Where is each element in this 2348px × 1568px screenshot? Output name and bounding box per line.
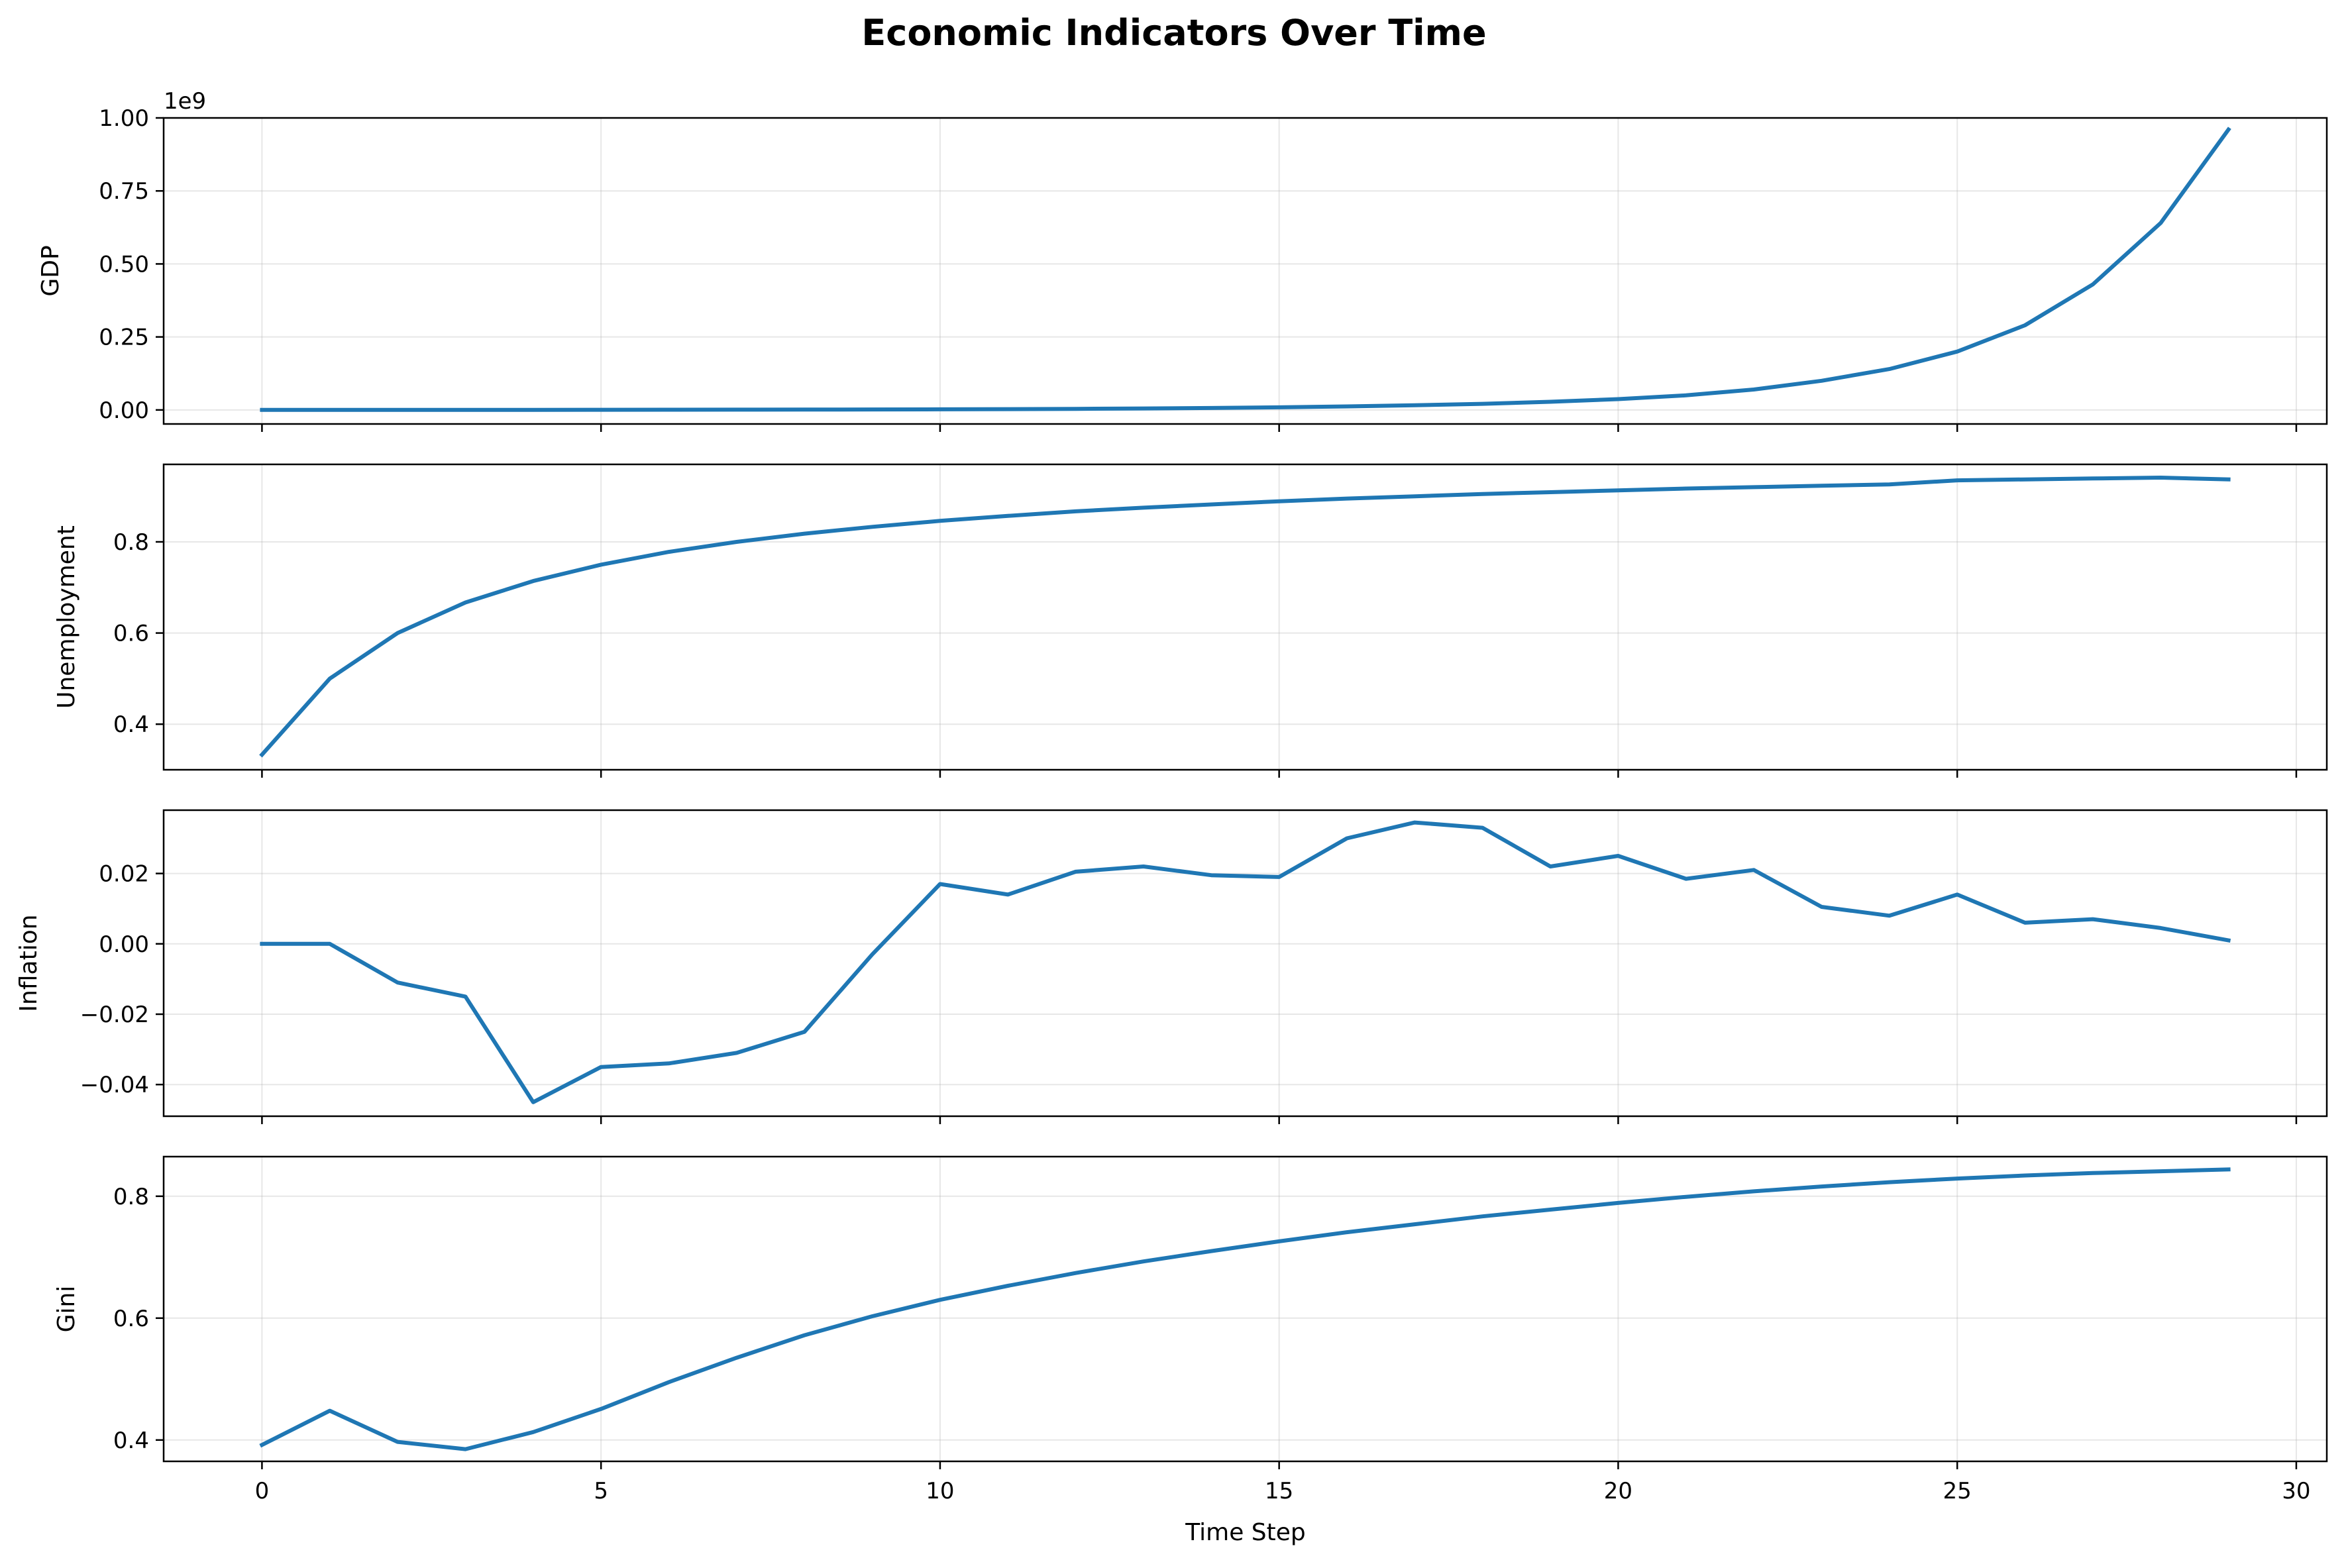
x-tick-label: 10: [926, 1478, 954, 1504]
y-tick-label: 0.02: [99, 861, 149, 888]
y-axis-label: Inflation: [15, 914, 42, 1012]
x-tick-label: 5: [594, 1478, 608, 1504]
x-tick-label: 0: [255, 1478, 270, 1504]
y-offset-text: 1e9: [164, 88, 206, 115]
y-tick-label: −0.04: [80, 1072, 149, 1098]
series-line-gini: [259, 1167, 2231, 1451]
y-axis-label: Gini: [53, 1286, 80, 1333]
y-tick-label: 0.4: [113, 1428, 149, 1454]
y-tick-label: 0.50: [99, 251, 149, 278]
y-tick-label: 0.6: [113, 621, 149, 647]
y-axis-label: Unemployment: [53, 525, 80, 709]
panel-unemployment: 0.4 0.6 0.8 Unemployment: [53, 463, 2328, 778]
y-tick-label: 0.75: [99, 178, 149, 205]
y-tick-label: 0.4: [113, 711, 149, 738]
x-tick-label: 25: [1943, 1478, 1972, 1504]
series-line-inflation: [260, 820, 2231, 1104]
axes-frame: [162, 1155, 2328, 1463]
series-line-unemployment: [259, 476, 2231, 758]
axes-frame: [162, 463, 2328, 771]
y-tick-label: 0.00: [99, 397, 149, 424]
x-tick-label: 15: [1265, 1478, 1293, 1504]
x-tick-label: 20: [1604, 1478, 1632, 1504]
y-tick-label: 0.6: [113, 1306, 149, 1332]
y-tick-label: 1.00: [99, 105, 149, 132]
y-tick-label: −0.02: [80, 1002, 149, 1028]
x-axis-label: Time Step: [1185, 1519, 1306, 1546]
x-tick-label: 30: [2282, 1478, 2310, 1504]
series-line-gdp: [260, 127, 2231, 412]
axes-frame: [162, 117, 2328, 425]
y-tick-label: 0.25: [99, 325, 149, 351]
y-tick-label: 0.8: [113, 1184, 149, 1210]
y-tick-label: 0.8: [113, 529, 149, 556]
y-axis-label: GDP: [37, 245, 64, 296]
panel-gini: 0.4 0.6 0.8 0 5 10 15 20 25 30 Gini: [53, 1155, 2328, 1504]
panels: 0.00 0.25 0.50 0.75 1.00 GDP 1e9 0.4 0.6 0.8 Unemp…: [15, 88, 2328, 1504]
chart-title: Economic Indicators Over Time: [861, 12, 1486, 54]
axes-frame: [162, 809, 2328, 1118]
y-tick-label: 0.00: [99, 931, 149, 958]
panel-gdp: 0.00 0.25 0.50 0.75 1.00 GDP 1e9: [37, 88, 2328, 432]
panel-inflation: −0.04 −0.02 0.00 0.02 Inflation: [15, 809, 2328, 1124]
